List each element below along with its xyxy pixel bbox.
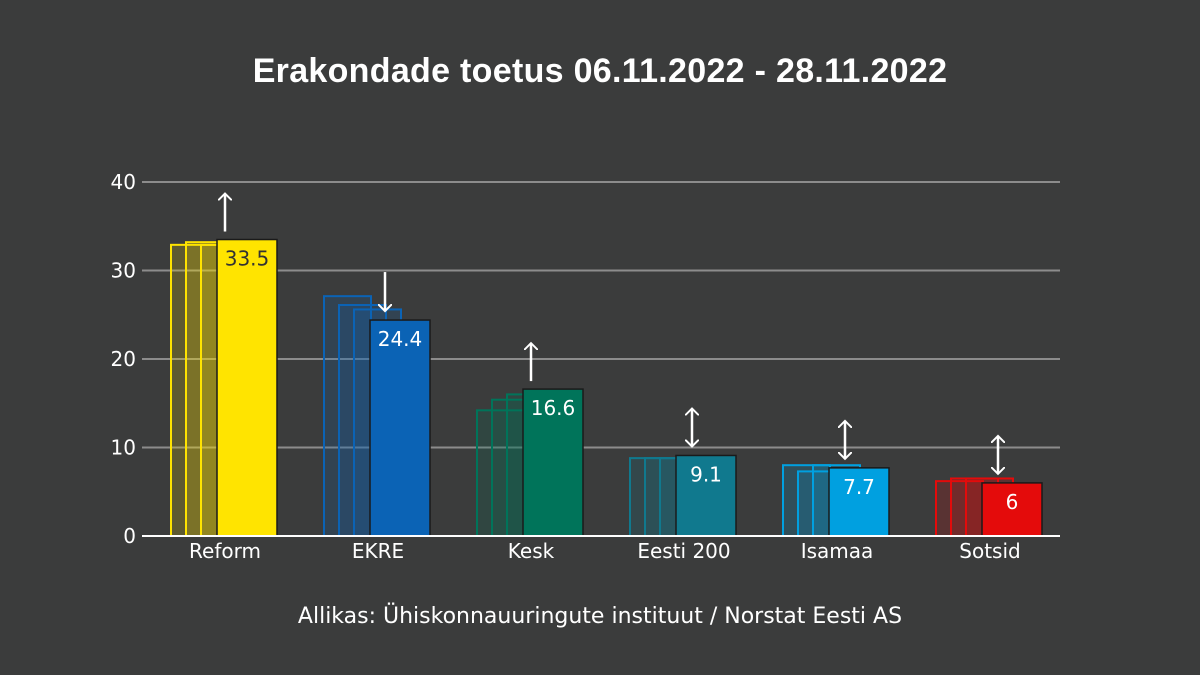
bar [369,319,431,537]
category-label: Kesk [508,539,555,563]
value-label: 24.4 [378,327,423,351]
value-label: 6 [1006,490,1019,514]
y-tick-label: 20 [111,347,136,371]
previous-bar [935,480,984,538]
chart-title: Erakondade toetus 06.11.2022 - 28.11.202… [252,52,948,90]
bar [675,454,737,537]
category-label: Isamaa [801,539,874,563]
previous-bar [629,457,678,537]
y-tick-label: 10 [111,436,136,460]
y-tick-label: 40 [111,170,136,194]
value-label: 33.5 [225,247,270,271]
y-tick-label: 0 [123,524,136,548]
category-label: EKRE [352,539,404,563]
value-label: 16.6 [531,396,576,420]
bar [216,238,278,537]
category-label: Eesti 200 [637,539,730,563]
category-label: Sotsid [959,539,1020,563]
value-label: 9.1 [690,462,722,486]
y-tick-label: 30 [111,259,136,283]
source-note: Allikas: Ühiskonnauuringute instituut / … [297,604,903,629]
bar [828,467,890,537]
category-label: Reform [189,539,261,563]
bar [522,388,584,537]
value-label: 7.7 [843,475,875,499]
